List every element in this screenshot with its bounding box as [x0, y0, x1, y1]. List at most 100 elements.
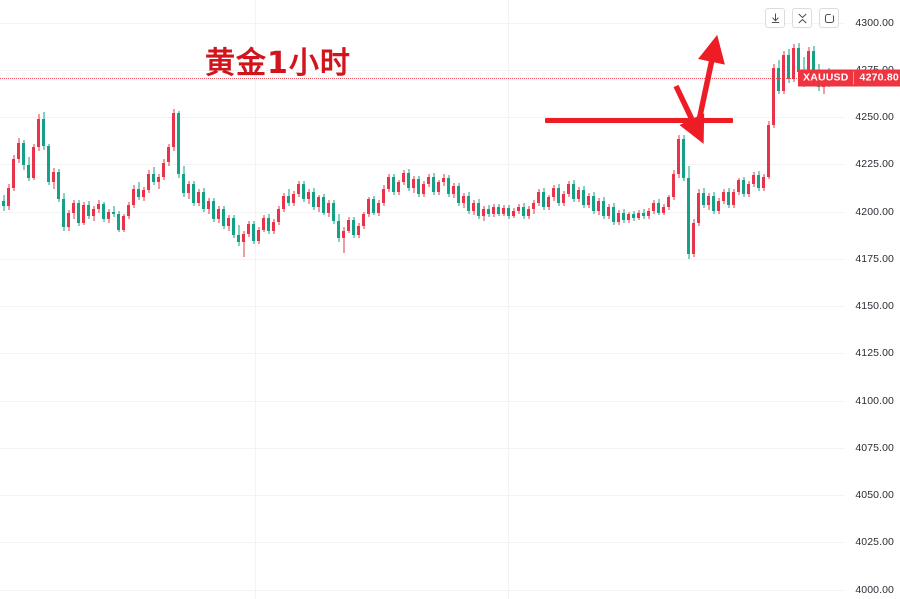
candle-body [737, 180, 741, 192]
price-axis-tick: 4300.00 [855, 16, 894, 29]
candlestick [387, 0, 391, 599]
candlestick [642, 0, 646, 599]
candle-body [67, 212, 71, 227]
candle-body [77, 203, 81, 223]
candle-body [352, 220, 356, 236]
gridline-horizontal [0, 117, 845, 119]
gridline-horizontal [0, 589, 845, 591]
candle-body [122, 216, 126, 230]
candlestick [287, 0, 291, 599]
candle-body [222, 208, 226, 226]
candlestick [42, 0, 46, 599]
candle-body [237, 235, 241, 242]
candle-body [182, 173, 186, 193]
candlestick [672, 0, 676, 599]
candle-body [372, 199, 376, 213]
candle-body [662, 206, 666, 213]
candle-body [287, 195, 291, 204]
candlestick [767, 0, 771, 599]
candle-body [577, 189, 581, 200]
collapse-icon[interactable] [792, 8, 812, 28]
last-price-tag[interactable]: XAUUSD 4270.80 [798, 69, 900, 87]
chart-plot-area[interactable]: 黄金1小时 [0, 0, 845, 599]
candlestick [802, 0, 806, 599]
price-tag-value: 4270.80 [859, 71, 899, 84]
chart-title: 黄金1小时 [205, 46, 351, 81]
candle-body [592, 195, 596, 211]
candle-body [322, 197, 326, 213]
candle-body [607, 206, 611, 217]
candlestick [27, 0, 31, 599]
candlestick [127, 0, 131, 599]
candle-body [2, 201, 6, 206]
candlestick [757, 0, 761, 599]
candlestick [392, 0, 396, 599]
candle-body [327, 203, 331, 213]
candlestick [547, 0, 551, 599]
download-icon[interactable] [765, 8, 785, 28]
candle-body [632, 214, 636, 219]
candlestick [462, 0, 466, 599]
candlestick [727, 0, 731, 599]
price-axis-tick: 4175.00 [855, 252, 894, 265]
price-axis-tick: 4075.00 [855, 441, 894, 454]
candle-body [782, 54, 786, 91]
candlestick [422, 0, 426, 599]
candle-body [147, 173, 151, 190]
candlestick [522, 0, 526, 599]
candle-body [812, 51, 816, 76]
candlestick [332, 0, 336, 599]
candlestick [752, 0, 756, 599]
candlestick [272, 0, 276, 599]
candlestick [312, 0, 316, 599]
candlestick [652, 0, 656, 599]
candlestick [722, 0, 726, 599]
candle-body [772, 68, 776, 125]
candlestick [617, 0, 621, 599]
candle-body [452, 186, 456, 194]
candle-body [427, 176, 431, 185]
candle-body [567, 184, 571, 194]
candlestick [662, 0, 666, 599]
candle-body [762, 176, 766, 188]
candlestick [377, 0, 381, 599]
candlestick [247, 0, 251, 599]
candlestick [557, 0, 561, 599]
candlestick [467, 0, 471, 599]
candle-body [92, 208, 96, 217]
candlestick [432, 0, 436, 599]
price-axis-tick: 4125.00 [855, 347, 894, 360]
candlestick [72, 0, 76, 599]
candle-body [727, 191, 731, 205]
candlestick [62, 0, 66, 599]
candle-body [472, 203, 476, 211]
candlestick [807, 0, 811, 599]
candlestick [487, 0, 491, 599]
candlestick [527, 0, 531, 599]
candle-body [302, 184, 306, 200]
candle-body [502, 207, 506, 214]
candlestick [267, 0, 271, 599]
candlestick [442, 0, 446, 599]
candle-body [207, 201, 211, 209]
candlestick [232, 0, 236, 599]
price-tag-divider [852, 71, 854, 85]
candle-body [87, 205, 91, 217]
candle-body [267, 218, 271, 232]
candlestick [277, 0, 281, 599]
candlestick [762, 0, 766, 599]
candlestick [222, 0, 226, 599]
candle-body [562, 193, 566, 204]
candle-body [512, 210, 516, 217]
candlestick [217, 0, 221, 599]
candle-body [702, 192, 706, 206]
support-line-annotation[interactable] [545, 118, 733, 124]
candlestick [337, 0, 341, 599]
fullscreen-icon[interactable] [819, 8, 839, 28]
candlestick [582, 0, 586, 599]
price-axis[interactable]: 4300.004275.004250.004225.004200.004175.… [845, 0, 900, 599]
candlestick [562, 0, 566, 599]
candle-body [282, 195, 286, 209]
candle-body [377, 203, 381, 213]
